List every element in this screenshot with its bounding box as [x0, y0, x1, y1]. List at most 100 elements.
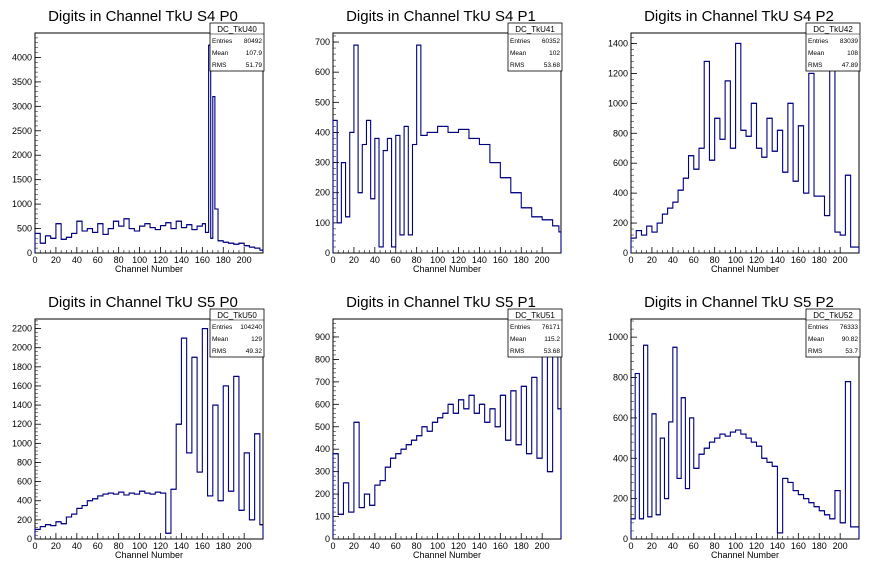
y-tick-label: 1400: [12, 400, 32, 410]
y-tick-label: 1000: [12, 199, 32, 209]
x-tick-label: 180: [514, 255, 529, 265]
stats-label: Mean: [510, 336, 527, 343]
x-tick-label: 180: [812, 541, 827, 551]
stats-label: Entries: [510, 38, 531, 45]
x-tick-label: 20: [51, 255, 61, 265]
y-tick-label: 900: [315, 332, 330, 342]
y-tick-label: 2000: [12, 343, 32, 353]
y-tick-label: 3500: [12, 77, 32, 87]
chart-title: Digits in Channel TkU S4 P2: [644, 8, 834, 25]
y-tick-label: 800: [17, 457, 32, 467]
y-tick-label: 600: [613, 413, 628, 423]
stats-value: 80492: [244, 38, 262, 45]
x-tick-label: 120: [153, 541, 168, 551]
chart-title: Digits in Channel TkU S5 P1: [346, 294, 536, 311]
stats-label: RMS: [808, 62, 823, 69]
stats-box: DC_TkU41 Entries 60352 Mean 102 RMS 53.68: [507, 22, 563, 72]
y-tick-label: 200: [613, 218, 628, 228]
x-tick-label: 0: [330, 255, 335, 265]
stats-value: 51.79: [246, 62, 263, 69]
y-tick-label: 700: [315, 377, 330, 387]
histogram-series: [332, 336, 562, 539]
stats-value: 47.89: [842, 62, 859, 69]
y-tick-label: 400: [613, 453, 628, 463]
x-tick-label: 60: [93, 541, 103, 551]
x-tick-label: 0: [330, 541, 335, 551]
x-tick-label: 160: [791, 541, 806, 551]
stats-label: RMS: [212, 62, 227, 69]
stats-label: RMS: [510, 348, 525, 355]
x-tick-label: 120: [451, 255, 466, 265]
x-axis-label: Channel Number: [711, 550, 779, 560]
x-tick-label: 180: [216, 255, 231, 265]
y-zero-label: 0: [27, 534, 32, 544]
x-tick-label: 200: [237, 541, 252, 551]
y-tick-label: 1600: [12, 381, 32, 391]
y-tick-label: 600: [315, 67, 330, 77]
x-tick-label: 20: [647, 255, 657, 265]
x-tick-label: 200: [535, 541, 550, 551]
chart-title: Digits in Channel TkU S5 P0: [48, 294, 238, 311]
x-tick-label: 160: [195, 255, 210, 265]
stats-value: 104240: [240, 324, 262, 331]
stats-value: 76171: [542, 324, 560, 331]
histogram-panel: Digits in Channel TkU S4 P1 0 20 40 60 80 100 1…: [315, 8, 563, 274]
stats-value: 53.7: [845, 348, 858, 355]
stats-label: RMS: [212, 348, 227, 355]
y-tick-label: 2500: [12, 126, 32, 136]
x-tick-label: 100: [430, 255, 445, 265]
stats-label: RMS: [510, 62, 525, 69]
x-tick-label: 140: [472, 541, 487, 551]
y-tick-label: 500: [315, 97, 330, 107]
y-tick-label: 1200: [608, 68, 628, 78]
y-tick-label: 800: [613, 373, 628, 383]
y-tick-label: 800: [613, 128, 628, 138]
stats-value: 90.82: [842, 336, 859, 343]
x-tick-label: 60: [689, 255, 699, 265]
stats-box-name: DC_TkU41: [515, 25, 555, 34]
histogram-panel: Digits in Channel TkU S5 P2 0 20 40 60 80 100 1…: [608, 294, 861, 560]
stats-box-frame: [209, 308, 265, 358]
y-tick-label: 3000: [12, 101, 32, 111]
y-tick-label: 600: [315, 399, 330, 409]
x-tick-label: 160: [493, 541, 508, 551]
x-tick-label: 80: [710, 255, 720, 265]
x-tick-label: 60: [391, 541, 401, 551]
stats-label: Mean: [808, 336, 825, 343]
x-tick-label: 100: [728, 541, 743, 551]
x-tick-label: 100: [132, 255, 147, 265]
stats-label: Entries: [212, 38, 233, 45]
stats-box: DC_TkU50 Entries 104240 Mean 129 RMS 49.32: [209, 308, 265, 358]
histogram-panel: Digits in Channel TkU S5 P0 0 20 40 60 80 100 1…: [12, 294, 265, 560]
x-tick-label: 80: [114, 541, 124, 551]
stats-value: 53.68: [544, 348, 561, 355]
stats-value: 107.9: [246, 50, 263, 57]
x-tick-label: 80: [412, 255, 422, 265]
stats-box: DC_TkU52 Entries 76333 Mean 90.82 RMS 53.7: [805, 308, 861, 358]
x-tick-label: 0: [628, 255, 633, 265]
chart-title: Digits in Channel TkU S5 P2: [644, 294, 834, 311]
x-tick-label: 0: [32, 255, 37, 265]
y-tick-label: 400: [315, 444, 330, 454]
x-tick-label: 60: [391, 255, 401, 265]
x-tick-label: 20: [349, 541, 359, 551]
y-zero-label: 0: [623, 248, 628, 258]
y-tick-label: 1200: [12, 419, 32, 429]
y-tick-label: 200: [315, 489, 330, 499]
x-tick-label: 160: [791, 255, 806, 265]
x-tick-label: 140: [770, 255, 785, 265]
y-tick-label: 300: [315, 467, 330, 477]
stats-box-name: DC_TkU40: [217, 25, 257, 34]
x-tick-label: 40: [668, 255, 678, 265]
stats-value: 102: [549, 50, 560, 57]
x-tick-label: 140: [472, 255, 487, 265]
x-axis-label: Channel Number: [711, 264, 779, 274]
x-tick-label: 120: [749, 255, 764, 265]
histogram-panel: Digits in Channel TkU S5 P1 0 20 40 60 80 100 1…: [315, 294, 563, 560]
x-tick-label: 20: [51, 541, 61, 551]
x-tick-label: 80: [412, 541, 422, 551]
chart-title: Digits in Channel TkU S4 P1: [346, 8, 536, 25]
x-tick-label: 40: [370, 541, 380, 551]
y-zero-label: 0: [325, 534, 330, 544]
